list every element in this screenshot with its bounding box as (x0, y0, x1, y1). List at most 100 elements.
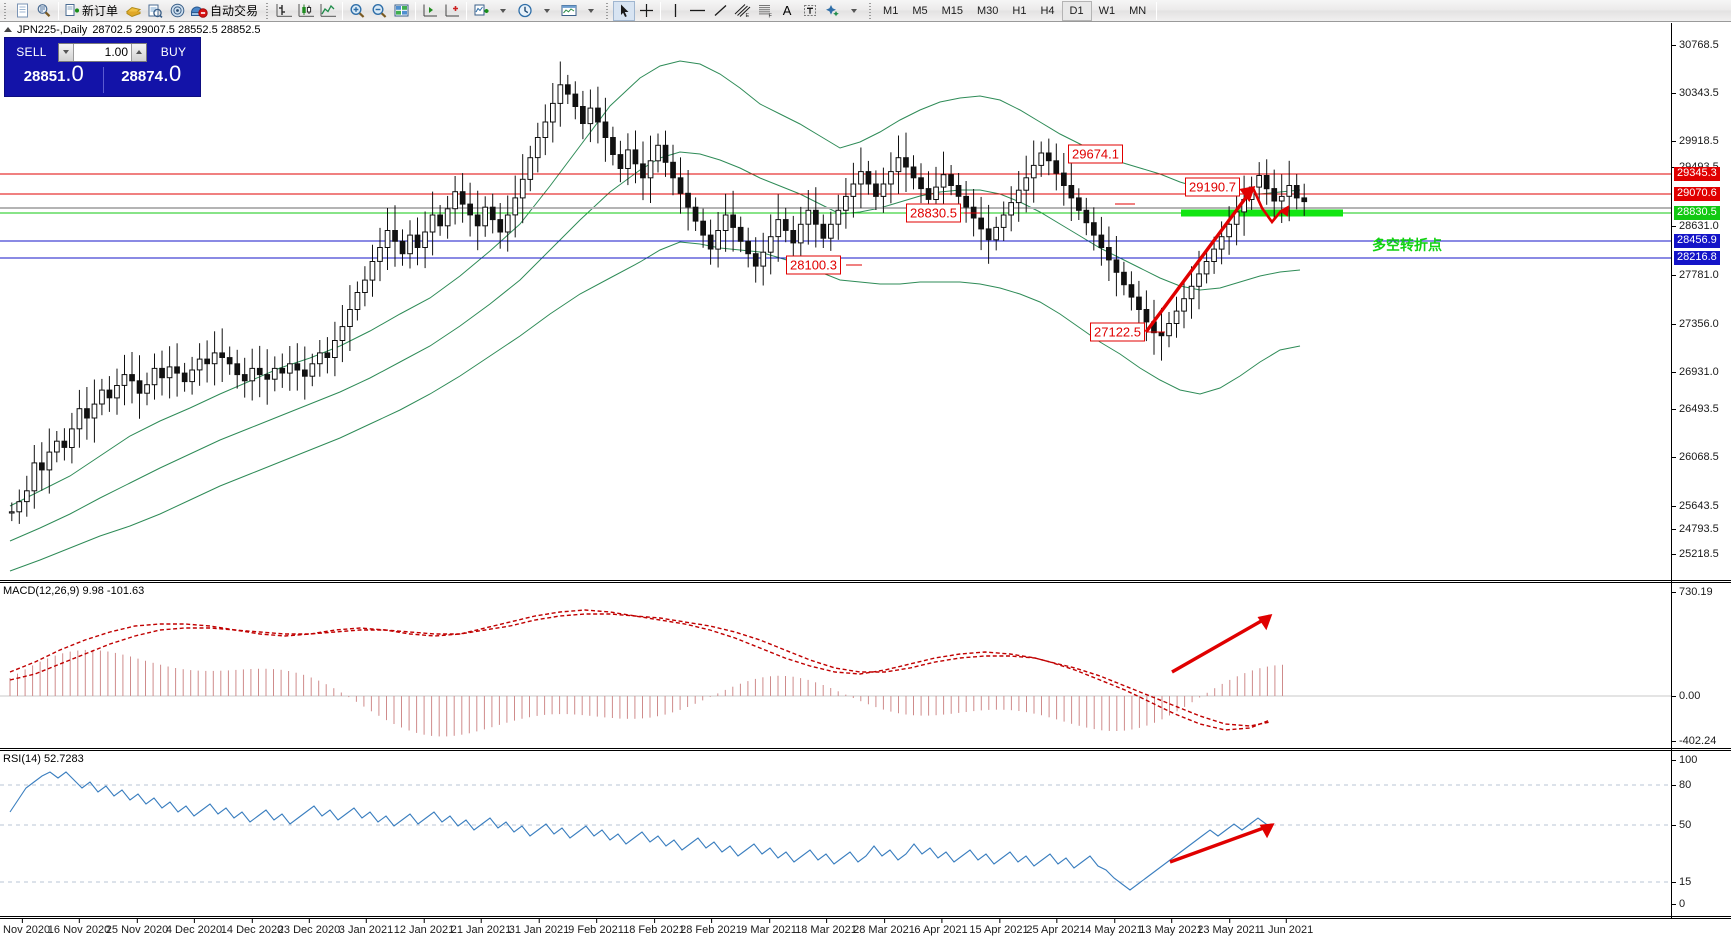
equidistant-channel-icon[interactable]: E (731, 1, 754, 21)
annotation-27122[interactable]: 27122.5 (1090, 322, 1145, 342)
price-tick: 24793.5 (1672, 523, 1719, 535)
tab-timeframe-m1[interactable]: M1 (883, 4, 899, 17)
crosshair-icon[interactable] (635, 1, 657, 21)
print-preview-icon[interactable] (144, 1, 166, 21)
text-icon-glyph: A (782, 3, 792, 18)
macd-scale[interactable]: 730.19 0.00 -402.24 (1672, 584, 1731, 750)
toolbar-grip[interactable] (3, 1, 8, 20)
price-plot-area[interactable] (0, 36, 1671, 582)
rsi-plot-area[interactable] (0, 752, 1671, 918)
price-tag-28216: 28216.8 (1674, 251, 1720, 265)
annotation-29674[interactable]: 29674.1 (1068, 144, 1123, 164)
toolbar-separator-3 (415, 1, 417, 20)
price-tick: 27356.0 (1672, 318, 1719, 330)
volume-value[interactable]: 1.00 (74, 43, 131, 61)
rsi-tick: 100 (1672, 754, 1697, 766)
pane-divider-1[interactable] (0, 580, 1731, 583)
zoom-out-icon[interactable] (368, 1, 390, 21)
price-tick: 26068.5 (1672, 451, 1719, 463)
annotation-28100[interactable]: 28100.3 (786, 255, 841, 275)
rsi-chart-svg (0, 771, 1671, 891)
pane-divider-3[interactable] (0, 916, 1731, 919)
tab-timeframe-m15[interactable]: M15 (941, 4, 963, 17)
date-tick: 28 Feb 2021 (680, 919, 742, 936)
templates-dropdown-icon[interactable] (580, 1, 602, 21)
line-chart-icon[interactable] (317, 1, 339, 21)
toolbar-separator-2 (342, 1, 344, 20)
shapes-arrows-icon[interactable] (821, 1, 843, 21)
shapes-dropdown-icon[interactable] (843, 1, 865, 21)
pending-order-icon[interactable] (122, 1, 144, 21)
price-tag-28830: 28830.5 (1674, 206, 1720, 220)
volume-stepper[interactable]: 1.00 (58, 42, 147, 62)
cursor-icon[interactable] (613, 0, 636, 21)
date-scale[interactable]: 5 Nov 2020 16 Nov 2020 25 Nov 2020 4 Dec… (0, 919, 1731, 942)
price-tick: 28631.0 (1672, 220, 1719, 232)
tab-timeframe-w1[interactable]: W1 (1098, 4, 1116, 17)
volume-increase-button[interactable] (131, 43, 146, 61)
new-order-label: 新订单 (82, 4, 119, 18)
macd-plot-area[interactable] (0, 584, 1671, 750)
sell-button[interactable]: 28851 .0 (5, 63, 103, 96)
bar-chart-icon[interactable] (273, 1, 295, 21)
tab-timeframe-d1[interactable]: D1 (1061, 0, 1092, 21)
templates-icon[interactable] (558, 1, 580, 21)
price-tick: 30768.5 (1672, 39, 1719, 51)
date-tick: 6 Apr 2021 (914, 919, 968, 936)
price-chart-svg (0, 60, 1671, 572)
price-tick: 29918.5 (1672, 135, 1719, 147)
macd-chart-svg (0, 609, 1671, 737)
macd-tick: -402.24 (1672, 735, 1716, 747)
trendline-icon[interactable] (709, 1, 731, 21)
buy-button[interactable]: 28874 .0 (102, 63, 201, 96)
toolbar-separator (58, 1, 59, 20)
indicators-dropdown-icon[interactable] (492, 1, 514, 21)
price-scale[interactable]: 30768.5 30343.5 29918.5 29493.5 28631.0 … (1672, 36, 1731, 582)
toolbar-grip-3[interactable] (605, 1, 611, 20)
sell-button-label[interactable]: SELL (16, 45, 47, 59)
autotrading-button[interactable]: 自动交易 (188, 1, 262, 21)
pane-divider-2[interactable] (0, 748, 1731, 751)
candlestick-chart-icon[interactable] (295, 1, 317, 21)
period-icon[interactable] (514, 1, 536, 21)
buy-button-label[interactable]: BUY (160, 45, 187, 59)
new-document-icon[interactable] (11, 1, 33, 21)
text-icon[interactable]: A (777, 1, 799, 21)
rsi-scale[interactable]: 100 80 50 15 0 (1672, 752, 1731, 918)
price-tick: 25218.5 (1672, 548, 1719, 560)
volume-decrease-button[interactable] (59, 43, 74, 61)
tab-timeframe-h4[interactable]: H4 (1040, 4, 1055, 17)
navigator-icon[interactable] (166, 1, 188, 21)
fibonacci-retracement-icon[interactable]: F (754, 1, 777, 21)
text-label-icon[interactable] (799, 1, 821, 21)
annotation-28830[interactable]: 28830.5 (906, 203, 961, 223)
tab-timeframe-m30[interactable]: M30 (977, 4, 999, 17)
collapse-triangle-icon[interactable] (4, 27, 12, 32)
toolbar-grip-4[interactable] (868, 1, 874, 20)
indicators-icon[interactable] (470, 1, 492, 21)
tab-timeframe-mn[interactable]: MN (1129, 4, 1147, 17)
trade-panel-controls: SELL 1.00 BUY (5, 38, 200, 64)
toolbar-grip-2[interactable] (265, 1, 271, 20)
price-tick: 30343.5 (1672, 87, 1719, 99)
autotrading-label: 自动交易 (210, 4, 259, 18)
price-tick: 26493.5 (1672, 403, 1719, 415)
date-tick: 28 Mar 2021 (853, 919, 915, 936)
period-dropdown-icon[interactable] (536, 1, 558, 21)
vertical-line-icon[interactable] (664, 1, 686, 21)
annotation-29190[interactable]: 29190.7 (1185, 177, 1240, 197)
date-tick: 3 Jan 2021 (338, 919, 394, 936)
tab-timeframe-m5[interactable]: M5 (912, 4, 928, 17)
data-window-icon[interactable] (33, 1, 55, 21)
annotation-turning-point[interactable]: 多空转折点 (1372, 238, 1442, 254)
tab-timeframe-h1[interactable]: H1 (1012, 4, 1027, 17)
new-order-button[interactable]: 新订单 (62, 1, 122, 21)
chart-shift-icon[interactable] (419, 1, 441, 21)
svg-text:E: E (746, 13, 750, 18)
date-tick: 4 Dec 2020 (165, 919, 223, 936)
tile-windows-icon[interactable] (390, 1, 412, 21)
horizontal-line-icon[interactable] (686, 1, 709, 21)
zoom-in-icon[interactable] (346, 1, 368, 21)
trade-panel-prices: 28851 .0 28874 .0 (5, 63, 201, 96)
chart-autoscroll-icon[interactable] (441, 1, 463, 21)
